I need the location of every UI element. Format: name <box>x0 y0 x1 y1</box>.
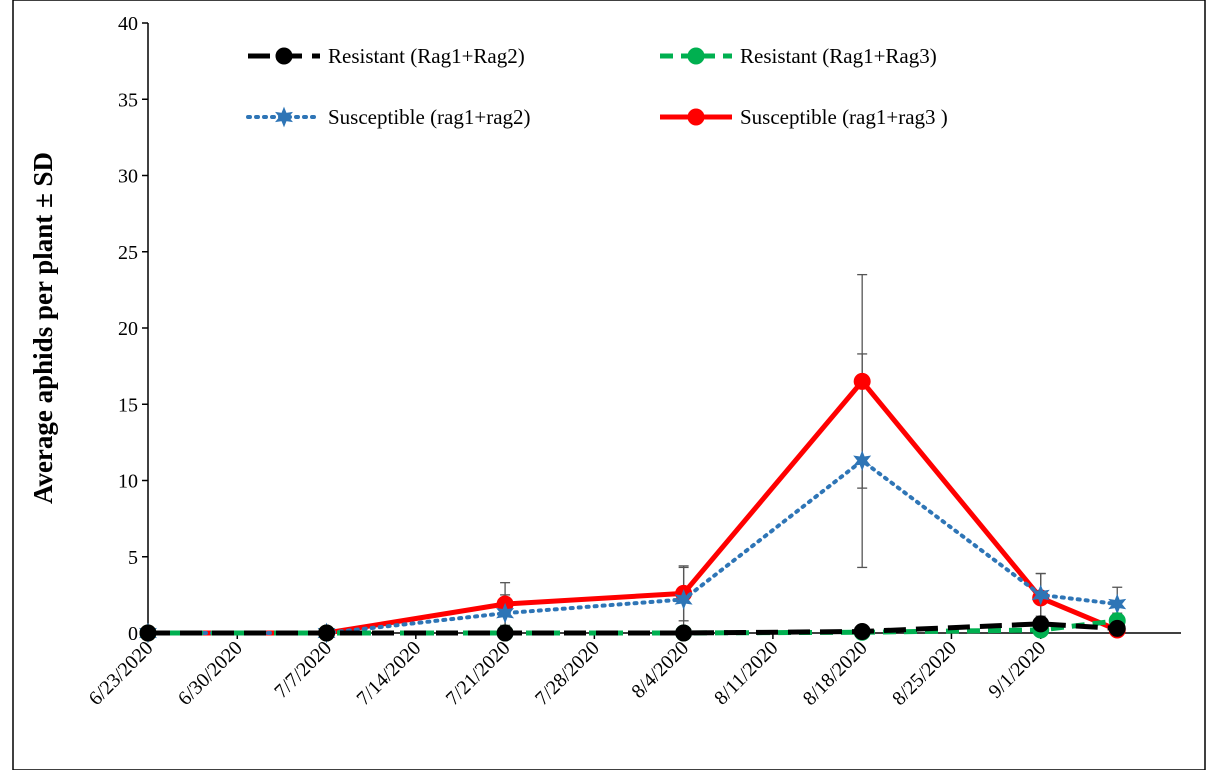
y-tick-label: 0 <box>128 623 138 645</box>
y-tick-label: 35 <box>118 89 138 111</box>
data-point <box>318 624 336 642</box>
data-point <box>674 589 693 610</box>
y-tick-label: 30 <box>118 166 138 188</box>
y-ticks: 0 5 10 15 20 25 30 35 40 <box>118 13 148 645</box>
data-point <box>1108 619 1126 637</box>
data-point <box>139 624 157 642</box>
data-point <box>1031 584 1050 606</box>
data-point <box>675 624 693 642</box>
legend: Resistant (Rag1+Rag2) Resistant (Rag1+Rag… <box>246 44 948 129</box>
y-tick-label: 5 <box>128 547 138 569</box>
legend-item-3: Susceptible (rag1+rag3 ) <box>660 105 948 129</box>
y-tick-label: 10 <box>118 471 138 493</box>
legend-label: Susceptible (rag1+rag3 ) <box>740 105 948 129</box>
y-tick-label: 25 <box>118 242 138 264</box>
data-point <box>1032 615 1050 633</box>
y-tick-label: 20 <box>118 318 138 340</box>
legend-marker <box>275 106 293 128</box>
legend-item-0: Resistant (Rag1+Rag2) <box>248 44 525 68</box>
data-point <box>853 372 871 390</box>
legend-label: Susceptible (rag1+rag2) <box>328 105 531 129</box>
y-tick-label: 40 <box>118 13 138 35</box>
data-point <box>496 602 515 624</box>
y-axis-title: Average aphids per plant ± SD <box>28 152 58 504</box>
series-layer <box>139 273 1127 644</box>
legend-label: Resistant (Rag1+Rag3) <box>740 44 937 68</box>
legend-marker <box>687 47 705 65</box>
legend-item-2: Susceptible (rag1+rag2) <box>246 105 531 129</box>
legend-item-1: Resistant (Rag1+Rag3) <box>660 44 937 68</box>
chart-border <box>12 0 1206 770</box>
data-point <box>853 450 872 472</box>
legend-label: Resistant (Rag1+Rag2) <box>328 44 525 68</box>
legend-marker <box>687 108 705 126</box>
legend-marker <box>275 47 293 65</box>
data-point <box>496 624 514 642</box>
series-0 <box>139 615 1126 642</box>
y-tick-label: 15 <box>118 394 138 416</box>
data-point <box>853 622 871 640</box>
